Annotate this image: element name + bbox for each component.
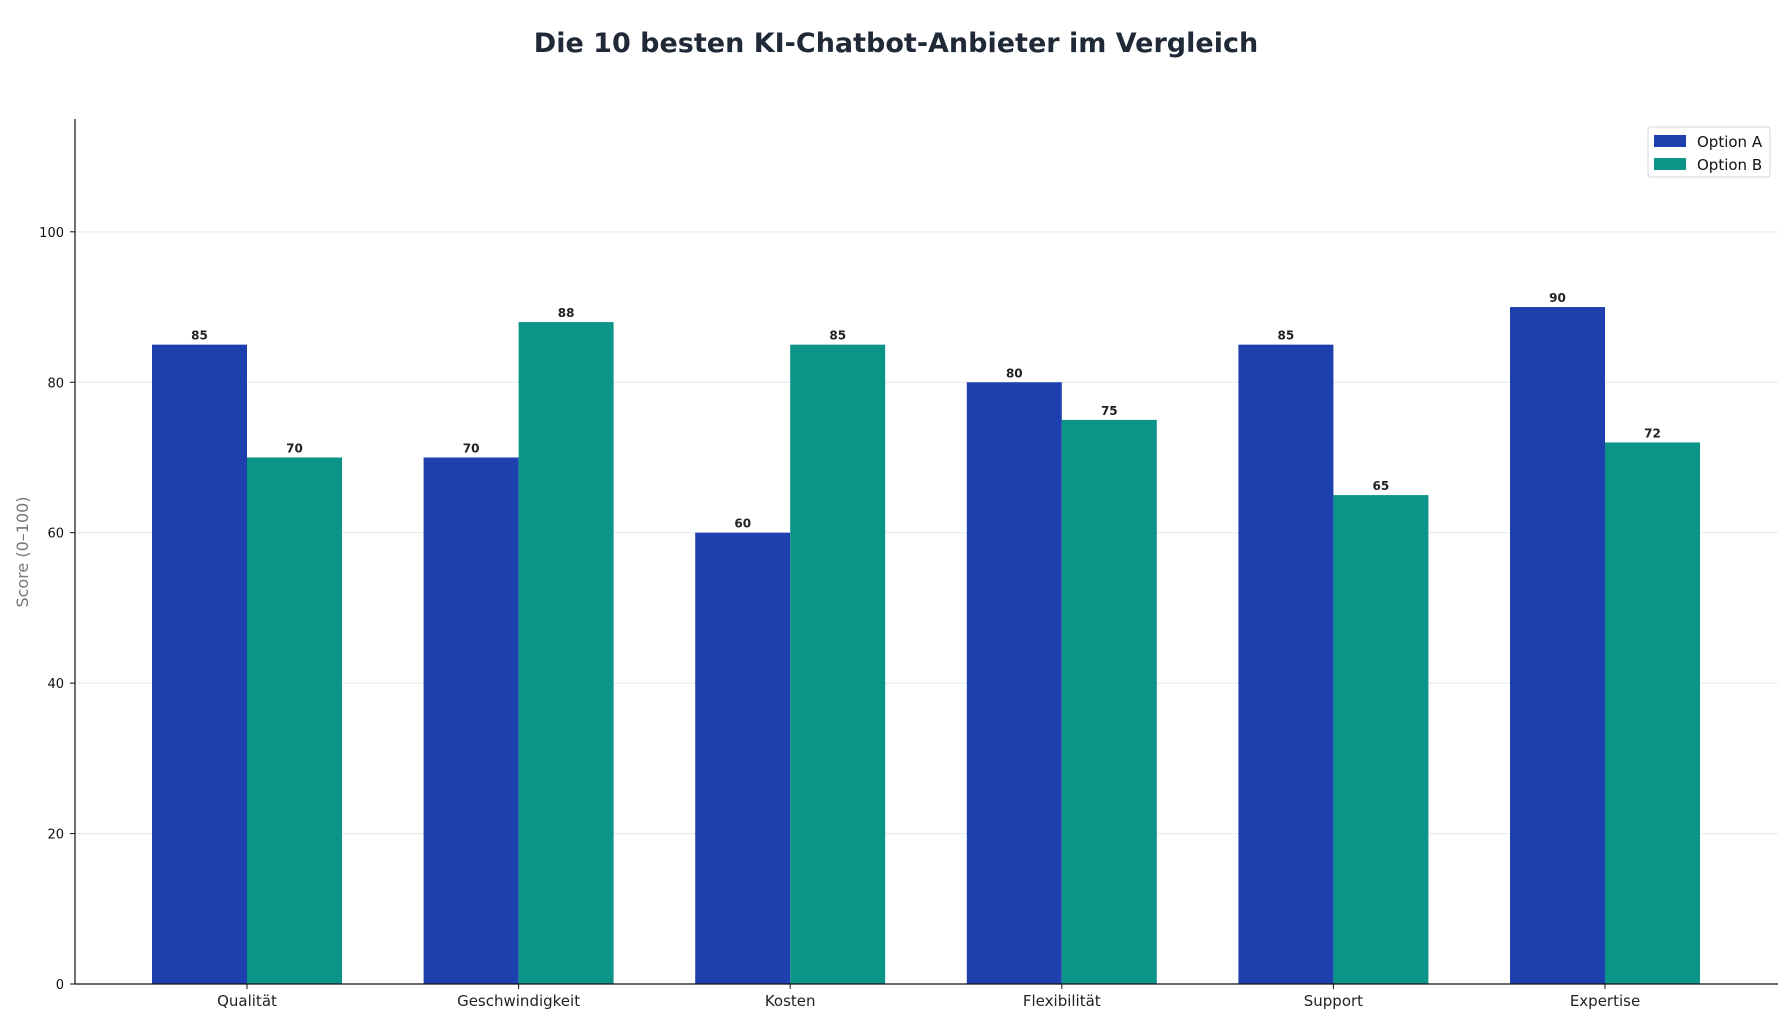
x-tick-label: Kosten (765, 992, 816, 1010)
y-tick-label: 40 (47, 677, 64, 692)
bar-option-a (966, 382, 1062, 984)
bars: 85 70 70 88 60 85 80 75 85 65 90 72 (152, 291, 1700, 985)
legend-entry: Option B (1697, 156, 1762, 174)
legend: Option A Option B (1647, 126, 1771, 178)
bar-value-label: 90 (1549, 291, 1566, 305)
bar-option-a (695, 532, 791, 984)
y-tick-label: 0 (56, 978, 64, 993)
y-tick-label: 80 (47, 376, 64, 391)
bar-option-b (1061, 419, 1157, 984)
y-tick-label: 100 (39, 226, 64, 241)
axes (74, 119, 1778, 985)
x-tick-label: Expertise (1570, 992, 1640, 1010)
x-tick-label: Geschwindigkeit (457, 992, 580, 1010)
legend-entry: Option A (1697, 133, 1763, 151)
chart-title: Die 10 besten KI-Chatbot-Anbieter im Ver… (534, 28, 1258, 59)
bar-value-label: 88 (558, 306, 575, 320)
bar-option-a (1238, 344, 1334, 984)
gridlines (75, 231, 1778, 835)
bar-option-b (518, 322, 614, 985)
bar-value-label: 60 (734, 517, 751, 531)
x-tick-label: Flexibilität (1023, 992, 1101, 1010)
legend-swatch (1654, 135, 1686, 147)
bar-value-label: 85 (1278, 329, 1295, 343)
x-tick-label: Support (1304, 992, 1363, 1010)
bar-option-b (1605, 442, 1700, 984)
legend-swatch (1654, 158, 1686, 170)
bar-value-label: 70 (286, 441, 303, 455)
bar-value-label: 70 (463, 441, 480, 455)
bar-option-b (247, 457, 342, 984)
bar-option-a (152, 344, 247, 984)
bar-option-a (423, 457, 519, 984)
bar-value-label: 85 (829, 329, 846, 343)
y-tick-label: 20 (47, 828, 64, 843)
bar-value-label: 80 (1006, 366, 1023, 380)
bar-option-a (1510, 307, 1605, 985)
y-axis-label: Score (0–100) (13, 496, 32, 607)
bar-option-b (1333, 495, 1429, 984)
tick-labels: 0 20 40 60 80 100 Qualität Geschwindigkeit Koste… (39, 226, 1640, 1010)
bar-value-label: 72 (1644, 426, 1661, 440)
bar-value-label: 75 (1101, 404, 1118, 418)
y-tick-label: 60 (47, 527, 64, 542)
x-tick-label: Qualität (217, 992, 277, 1010)
bar-value-label: 65 (1373, 479, 1390, 493)
bar-option-b (790, 344, 886, 984)
bar-value-label: 85 (191, 329, 208, 343)
